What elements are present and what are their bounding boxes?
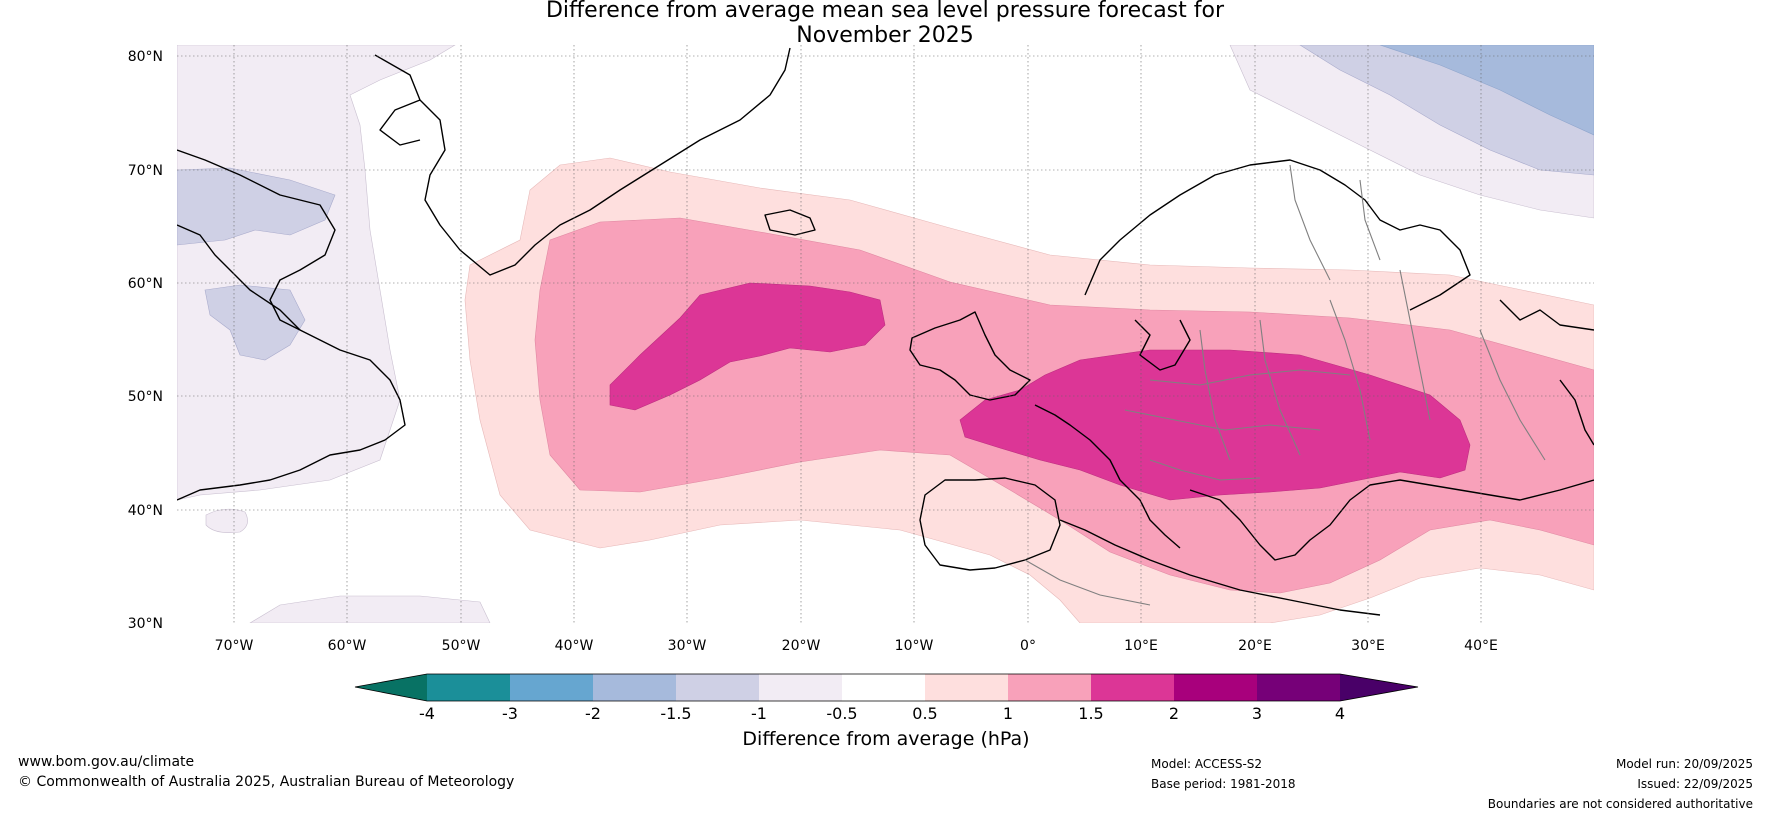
colorbar-segment	[510, 674, 593, 701]
footer-issued: Issued: 22/09/2025	[1637, 777, 1753, 791]
colorbar-tick-label: 4	[1335, 704, 1345, 723]
footer-website: www.bom.gov.au/climate	[18, 754, 195, 770]
colorbar-tick-label: -1.5	[660, 704, 691, 723]
footer-disclaimer: Boundaries are not considered authoritat…	[1487, 797, 1753, 811]
lat-label-70n: 70°N	[128, 163, 163, 179]
colorbar-segment	[593, 674, 676, 701]
colorbar-segment	[925, 674, 1008, 701]
lat-label-30n: 30°N	[128, 616, 163, 632]
colorbar-tick-label: -2	[585, 704, 601, 723]
colorbar-segment	[1008, 674, 1091, 701]
contour-neg-1-hudson	[204, 284, 306, 361]
lon-label-10w: 10°W	[895, 638, 934, 654]
country-borders	[1024, 164, 1546, 606]
colorbar: -4 -3 -2 -1.5 -1 -0.5 0.5 1 1.5 2 3 4 Di…	[354, 673, 1419, 750]
map-title: Difference from average mean sea level p…	[0, 0, 1770, 48]
contour-neg-0.5-south	[249, 595, 491, 623]
lat-label-80n: 80°N	[128, 49, 163, 65]
lon-label-40w: 40°W	[555, 638, 594, 654]
map-title-line1: Difference from average mean sea level p…	[545, 0, 1225, 23]
colorbar-extend-high	[1340, 674, 1418, 701]
colorbar-tick-label: -1	[751, 704, 767, 723]
contour-neg-1-labrador	[177, 167, 336, 246]
map-panel	[177, 45, 1594, 623]
lon-label-60w: 60°W	[328, 638, 367, 654]
map-title-line2: November 2025	[796, 23, 974, 48]
lon-label-70w: 70°W	[215, 638, 254, 654]
colorbar-tick-label: 2	[1169, 704, 1179, 723]
lon-label-20w: 20°W	[782, 638, 821, 654]
contour-pos-1.5-atlantic	[609, 282, 886, 411]
gridlines	[177, 45, 1594, 623]
colorbar-segment	[1174, 674, 1257, 701]
lat-label-50n: 50°N	[128, 389, 163, 405]
colorbar-tick-label: 1.5	[1078, 704, 1103, 723]
lon-label-50w: 50°W	[442, 638, 481, 654]
colorbar-segment	[1257, 674, 1340, 701]
colorbar-segment	[676, 674, 759, 701]
colorbar-tick-label: 1	[1003, 704, 1013, 723]
coastlines	[177, 47, 1594, 616]
contour-neg-0.5-west	[177, 45, 456, 501]
lat-label-60n: 60°N	[128, 276, 163, 292]
footer-copyright: © Commonwealth of Australia 2025, Austra…	[18, 774, 515, 790]
colorbar-title: Difference from average (hPa)	[742, 728, 1029, 750]
footer-model: Model: ACCESS-S2	[1151, 757, 1263, 771]
lon-label-20e: 20°E	[1238, 638, 1272, 654]
colorbar-extend-low	[355, 674, 427, 701]
colorbar-segment	[759, 674, 842, 701]
contour-pos-1.5-europe	[959, 349, 1471, 501]
colorbar-tick-label: -3	[502, 704, 518, 723]
colorbar-segment	[427, 674, 510, 701]
longitude-labels: 70°W 60°W 50°W 40°W 30°W 20°W 10°W 0° 10…	[215, 638, 1498, 654]
lon-label-0: 0°	[1020, 638, 1036, 654]
latitude-labels: 80°N 70°N 60°N 50°N 40°N 30°N	[128, 49, 163, 632]
contour-neg-0.5-spot	[205, 508, 248, 533]
lon-label-10e: 10°E	[1124, 638, 1158, 654]
lon-label-30w: 30°W	[668, 638, 707, 654]
footer-model-run: Model run: 20/09/2025	[1615, 757, 1753, 771]
colorbar-tick-label: -4	[419, 704, 435, 723]
contour-neg-1.5-northeast	[1379, 45, 1594, 136]
colorbar-segment	[842, 674, 925, 701]
colorbar-segment	[1091, 674, 1174, 701]
lon-label-40e: 40°E	[1464, 638, 1498, 654]
colorbar-outline	[354, 673, 1419, 702]
footer-base-period: Base period: 1981-2018	[1151, 777, 1296, 791]
lon-label-30e: 30°E	[1351, 638, 1385, 654]
colorbar-tick-label: 0.5	[912, 704, 937, 723]
colorbar-tick-label: 3	[1252, 704, 1262, 723]
colorbar-tick-label: -0.5	[826, 704, 857, 723]
lat-label-40n: 40°N	[128, 503, 163, 519]
